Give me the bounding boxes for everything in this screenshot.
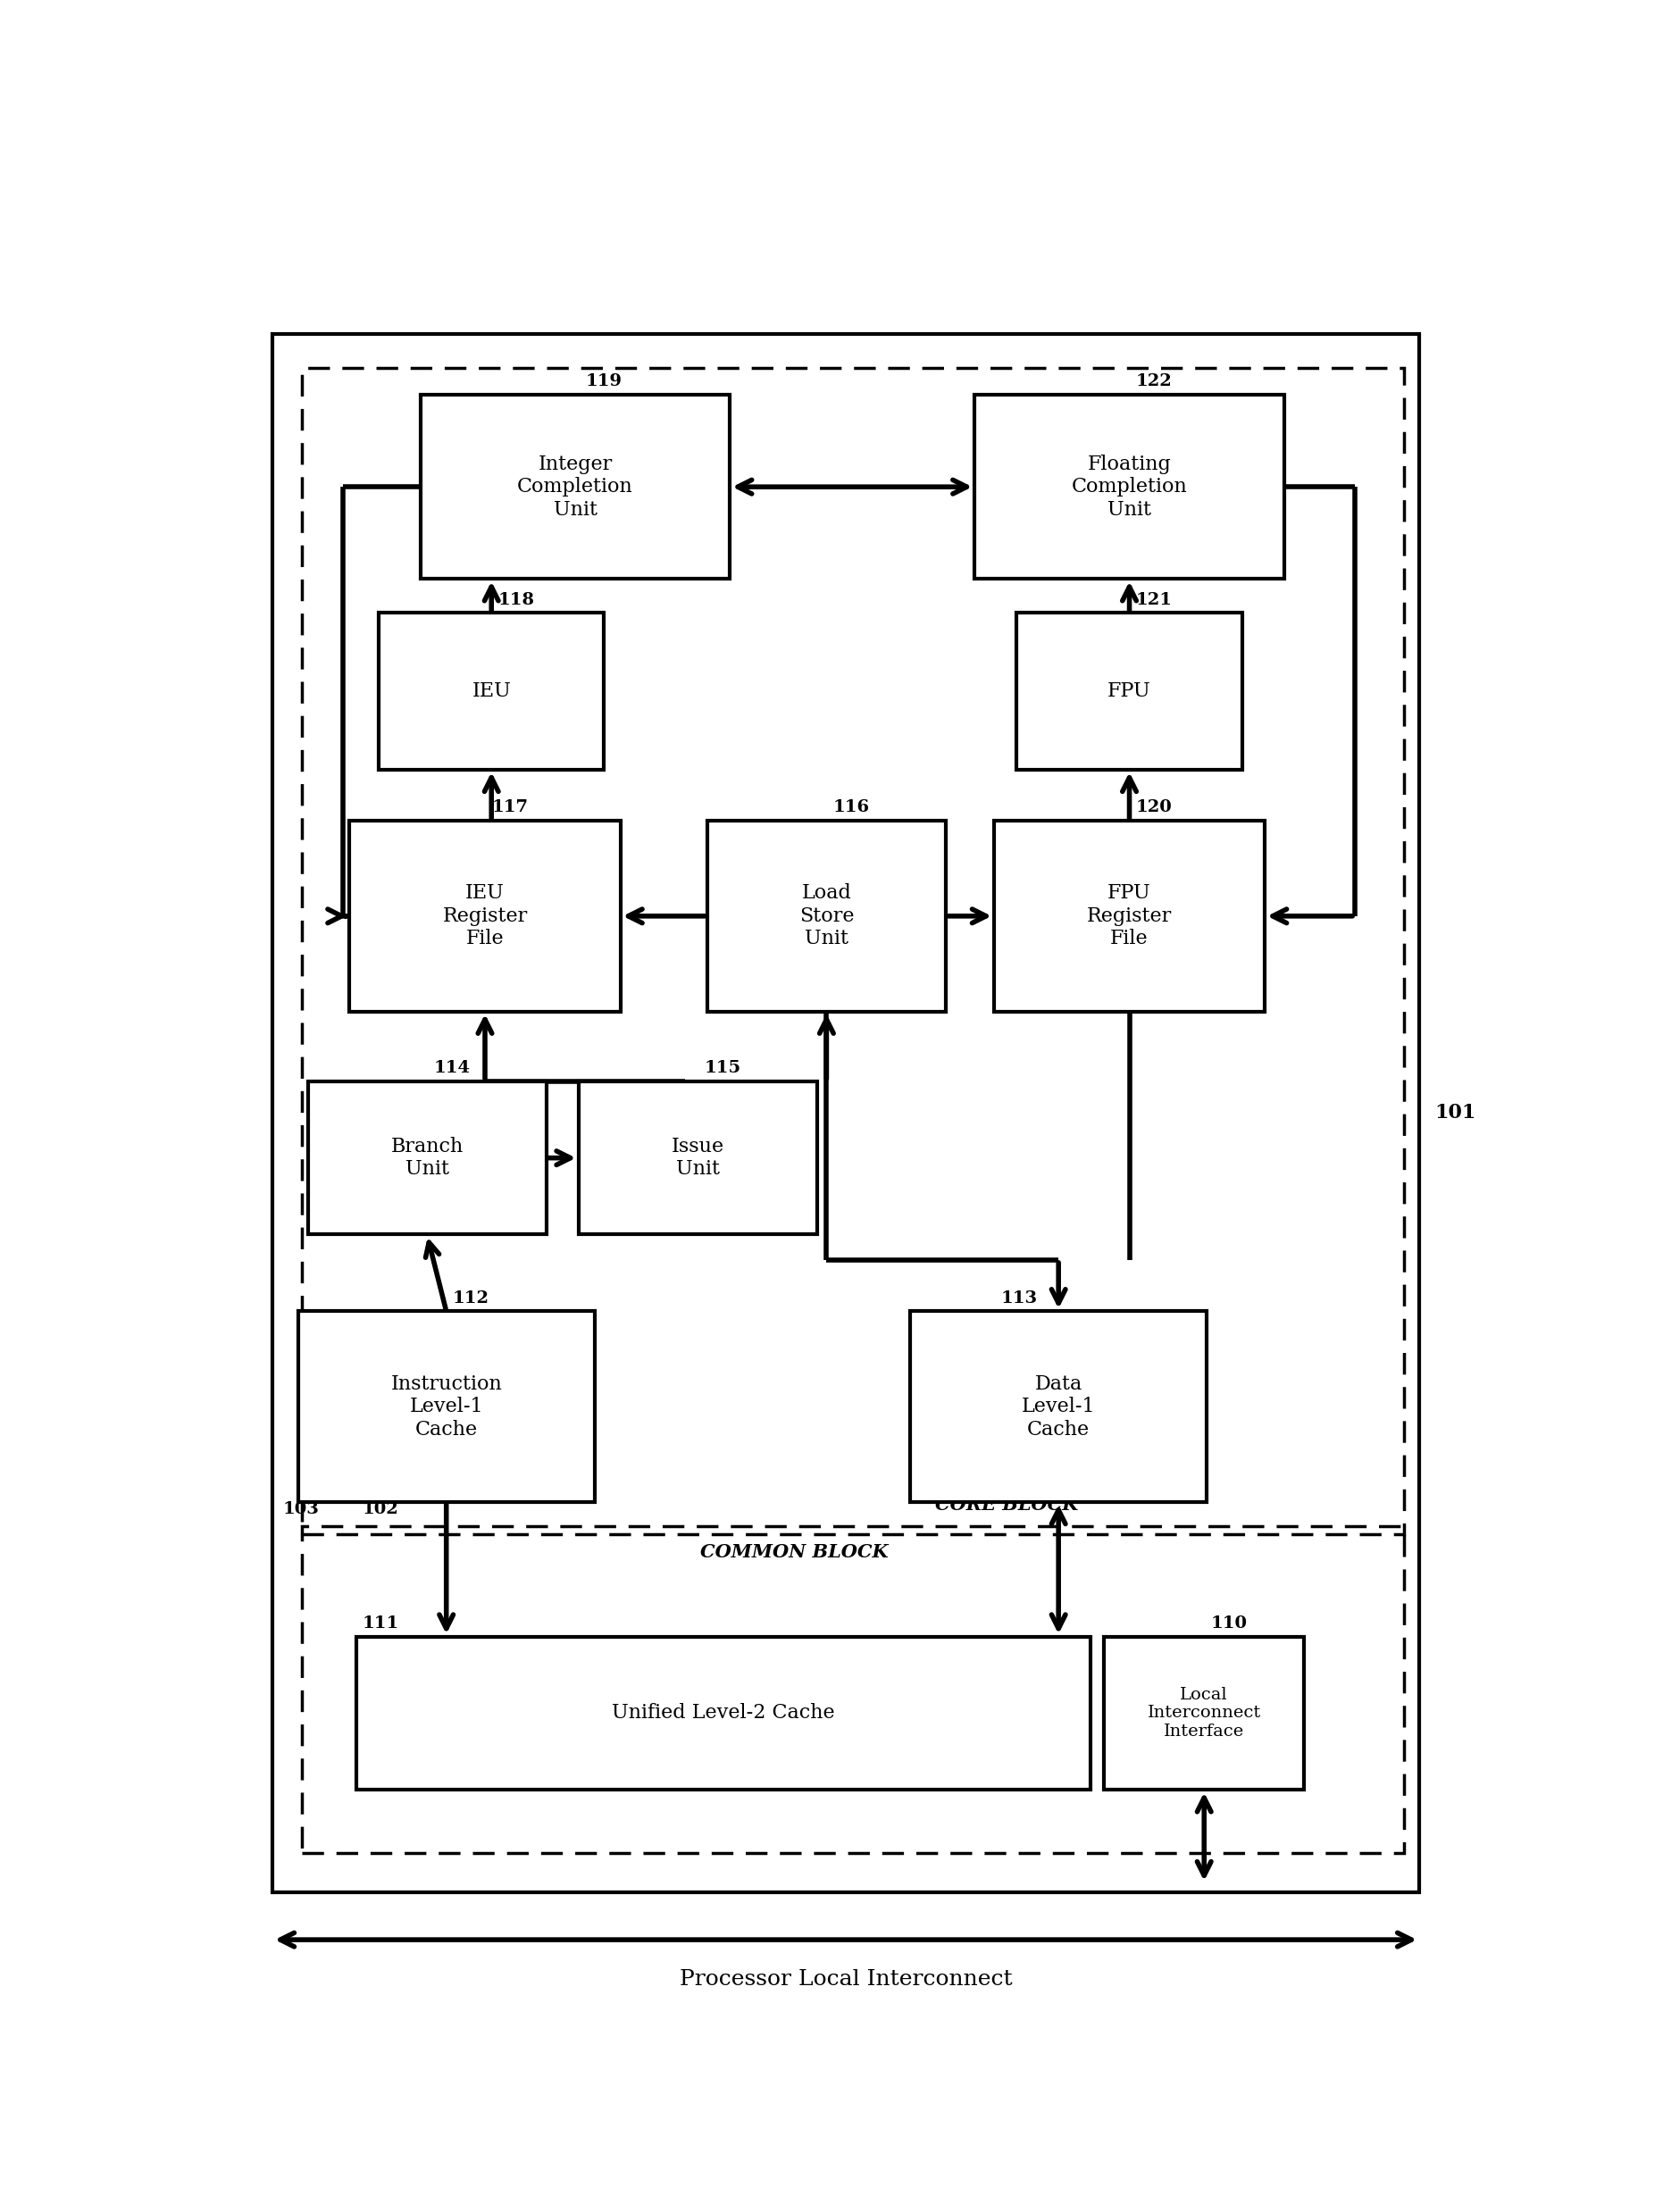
Text: 115: 115 (703, 1060, 740, 1077)
Bar (379, 613, 604, 770)
Text: 119: 119 (585, 374, 622, 389)
Bar (308, 1082, 545, 1234)
Text: Local
Interconnect
Interface: Local Interconnect Interface (1147, 1686, 1261, 1741)
Text: CORE BLOCK: CORE BLOCK (935, 1495, 1079, 1513)
Text: 122: 122 (1136, 374, 1172, 389)
Text: Data
Level-1
Cache: Data Level-1 Cache (1021, 1374, 1096, 1440)
Text: IEU
Register
File: IEU Register File (442, 883, 527, 949)
Text: FPU: FPU (1108, 681, 1151, 701)
Bar (994, 821, 1264, 1011)
Text: 121: 121 (1136, 593, 1172, 608)
Bar (303, 367, 1404, 1535)
Text: 113: 113 (1001, 1290, 1038, 1305)
Text: 117: 117 (492, 799, 529, 816)
Bar (975, 396, 1284, 580)
Bar (421, 396, 730, 580)
Text: Unified Level-2 Cache: Unified Level-2 Cache (612, 1703, 835, 1723)
Text: 103: 103 (283, 1502, 319, 1517)
Bar (298, 1312, 595, 1502)
Bar (910, 1312, 1207, 1502)
Bar (1104, 1637, 1304, 1790)
Text: COMMON BLOCK: COMMON BLOCK (700, 1544, 888, 1562)
Bar (356, 1637, 1091, 1790)
Bar (303, 1526, 1404, 1854)
Text: 111: 111 (363, 1615, 399, 1632)
Text: Processor Local Interconnect: Processor Local Interconnect (680, 1969, 1013, 1989)
Text: 118: 118 (497, 593, 534, 608)
Text: IEU: IEU (472, 681, 511, 701)
Bar (579, 1082, 817, 1234)
Text: Load
Store
Unit: Load Store Unit (798, 883, 855, 949)
Bar (349, 821, 620, 1011)
Text: Floating
Completion
Unit: Floating Completion Unit (1071, 453, 1187, 520)
Text: 112: 112 (452, 1290, 489, 1305)
Text: 116: 116 (833, 799, 870, 816)
Text: 120: 120 (1136, 799, 1172, 816)
Bar (1016, 613, 1242, 770)
Bar (273, 334, 1420, 1891)
Text: Integer
Completion
Unit: Integer Completion Unit (517, 453, 634, 520)
Bar (707, 821, 946, 1011)
Text: Instruction
Level-1
Cache: Instruction Level-1 Cache (391, 1374, 502, 1440)
Text: 102: 102 (363, 1502, 399, 1517)
Text: Branch
Unit: Branch Unit (391, 1137, 464, 1179)
Text: Issue
Unit: Issue Unit (672, 1137, 723, 1179)
Text: FPU
Register
File: FPU Register File (1088, 883, 1172, 949)
Text: 114: 114 (434, 1060, 471, 1077)
Text: 101: 101 (1435, 1104, 1477, 1124)
Text: 110: 110 (1211, 1615, 1247, 1632)
